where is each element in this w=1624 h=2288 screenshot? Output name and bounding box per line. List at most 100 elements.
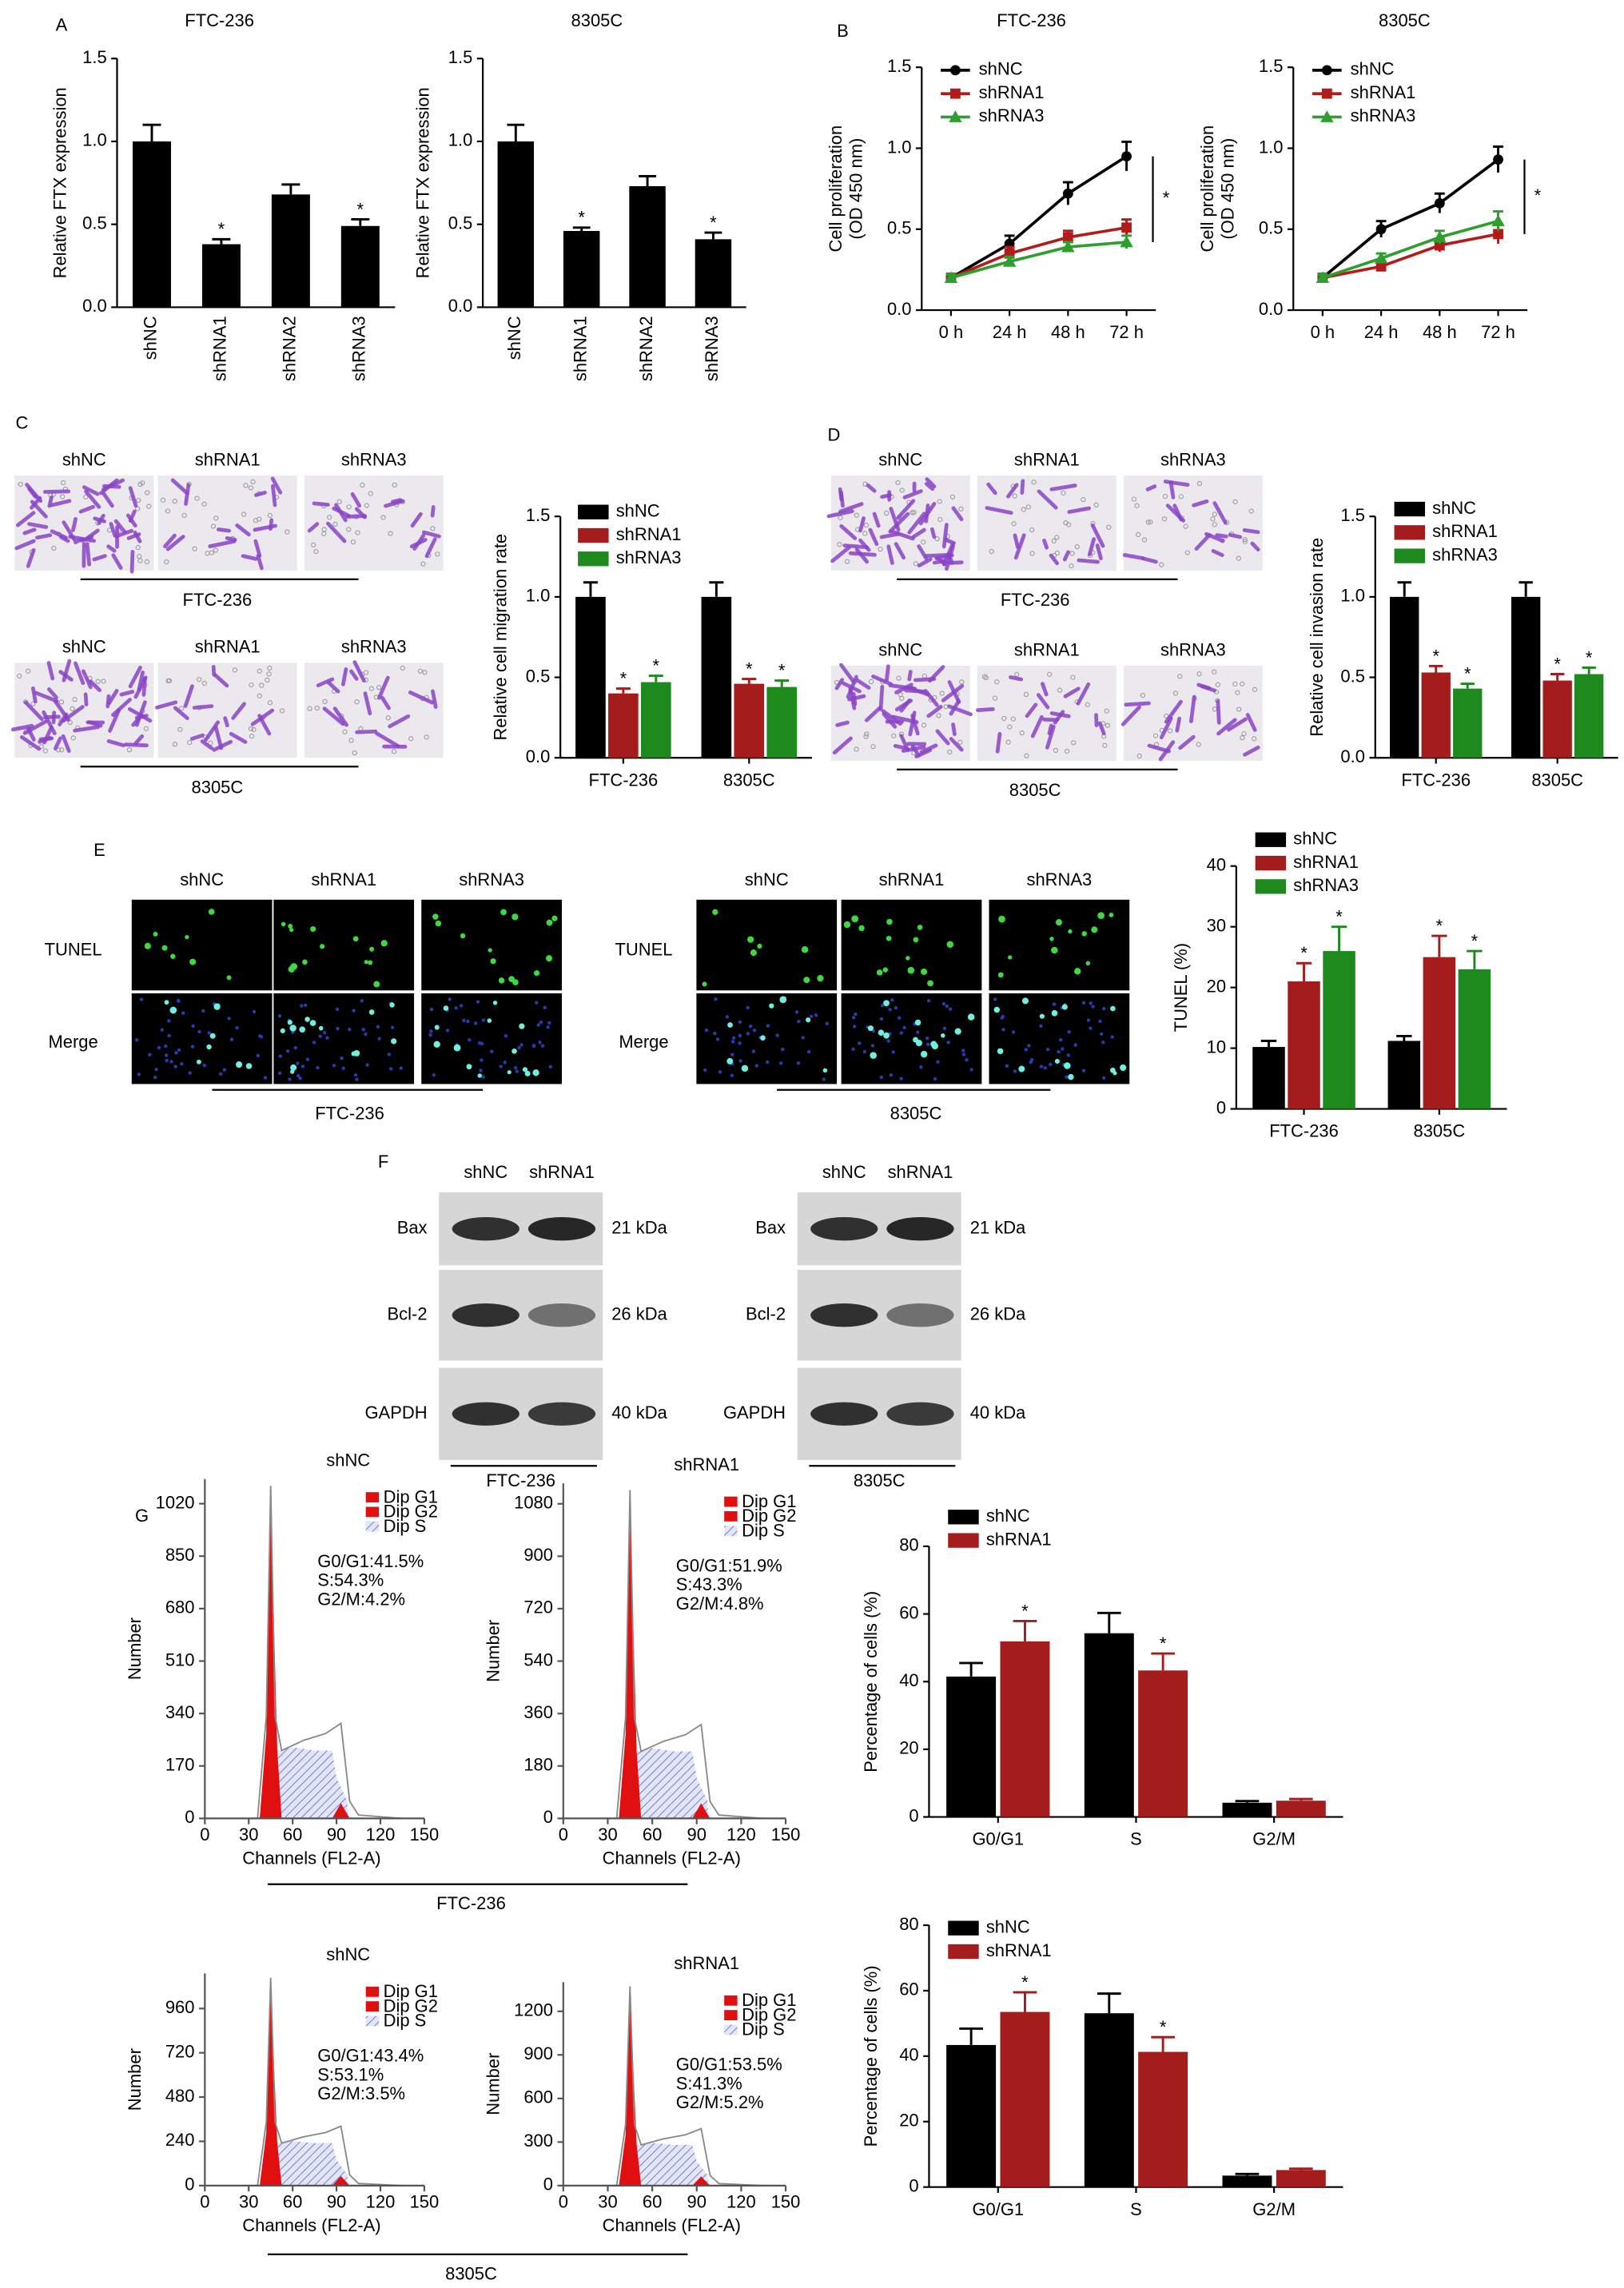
cell bbox=[882, 712, 898, 729]
nucleus bbox=[797, 1019, 801, 1024]
cell bbox=[1013, 533, 1026, 560]
nucleus bbox=[479, 1068, 483, 1072]
x-tick-label: 0 h bbox=[939, 322, 964, 342]
cell bbox=[1077, 558, 1100, 564]
group-caption: FTC-236 bbox=[486, 1470, 555, 1490]
significance-mark: * bbox=[1300, 943, 1308, 963]
cell bbox=[1227, 717, 1248, 732]
pore bbox=[921, 722, 927, 728]
nucleus bbox=[888, 1008, 892, 1012]
nucleus bbox=[296, 1073, 301, 1078]
legend-label: shRNA1 bbox=[1351, 82, 1416, 102]
nucleus bbox=[993, 997, 997, 1001]
y-tick-label: 80 bbox=[899, 1535, 918, 1555]
cell bbox=[71, 517, 78, 532]
tunel-positive bbox=[727, 1022, 733, 1028]
cell bbox=[270, 483, 277, 507]
pore bbox=[1105, 722, 1110, 728]
nucleus bbox=[288, 1077, 292, 1081]
legend-label: shRNA3 bbox=[979, 105, 1045, 125]
pore bbox=[844, 559, 850, 564]
tunel-positive bbox=[1109, 1067, 1116, 1073]
cell bbox=[380, 695, 391, 710]
nucleus bbox=[202, 1063, 206, 1068]
cell bbox=[231, 702, 246, 720]
pore bbox=[863, 522, 870, 528]
nucleus bbox=[899, 1076, 903, 1080]
x-tick-label: 60 bbox=[283, 2192, 302, 2212]
tunel-positive bbox=[1055, 919, 1062, 926]
legend-label: Dip G1 bbox=[384, 1981, 438, 2001]
tunel-positive bbox=[954, 1028, 961, 1035]
x-tick-label: 120 bbox=[726, 2192, 756, 2212]
pore bbox=[838, 515, 843, 520]
y-axis-label: Percentage of cells (%) bbox=[861, 1591, 881, 1773]
nucleus bbox=[730, 1073, 734, 1078]
size-label: 40 kDa bbox=[611, 1403, 667, 1423]
nucleus bbox=[389, 1067, 393, 1071]
nucleus bbox=[256, 1053, 260, 1058]
nucleus bbox=[316, 1065, 320, 1070]
pore bbox=[251, 726, 257, 732]
legend-label: Dip S bbox=[384, 2011, 427, 2031]
cell bbox=[910, 714, 920, 736]
pore bbox=[862, 531, 868, 536]
pore bbox=[863, 734, 869, 739]
tunel-positive bbox=[460, 933, 466, 939]
blot-band bbox=[886, 1303, 954, 1327]
tunel-positive bbox=[927, 980, 933, 987]
x-axis-label: Channels (FL2-A) bbox=[242, 2215, 380, 2235]
legend-label: shNC bbox=[986, 1916, 1030, 1936]
tunel-positive bbox=[712, 909, 718, 915]
y-tick-label: 170 bbox=[165, 1755, 195, 1775]
legend-label: shRNA3 bbox=[1432, 544, 1498, 564]
nucleus bbox=[949, 1007, 953, 1011]
pore bbox=[435, 551, 440, 557]
pore bbox=[1029, 527, 1035, 533]
tunel-positive bbox=[817, 974, 824, 982]
line bbox=[950, 225, 1127, 280]
cell bbox=[871, 674, 894, 686]
y-tick-label: 0.5 bbox=[526, 666, 551, 686]
cell bbox=[896, 499, 916, 520]
nucleus bbox=[154, 1067, 158, 1072]
y-tick-label: 1.5 bbox=[1259, 56, 1284, 76]
cell bbox=[1175, 716, 1181, 733]
tunel-positive bbox=[801, 945, 809, 953]
nucleus bbox=[135, 1038, 139, 1042]
y-tick-label: 60 bbox=[899, 1602, 918, 1622]
cell bbox=[951, 506, 964, 522]
cell bbox=[254, 491, 267, 497]
cell bbox=[257, 714, 272, 736]
nucleus bbox=[153, 1076, 157, 1080]
tunel-positive bbox=[287, 1020, 293, 1025]
cell bbox=[1025, 702, 1038, 718]
nucleus bbox=[543, 1005, 547, 1010]
group-caption: 8305C bbox=[445, 2263, 497, 2283]
nucleus bbox=[546, 1025, 550, 1029]
y-axis-label: Cell proliferation bbox=[826, 125, 846, 253]
cell bbox=[133, 734, 145, 746]
pore bbox=[187, 739, 193, 746]
x-tick-label: S bbox=[1130, 2199, 1142, 2219]
significance-mark: * bbox=[746, 659, 753, 678]
size-label: 21 kDa bbox=[970, 1217, 1026, 1237]
tunel-positive bbox=[368, 1009, 375, 1015]
tunel-positive bbox=[870, 1052, 877, 1059]
pore bbox=[354, 699, 360, 705]
pore bbox=[243, 483, 249, 488]
pore bbox=[136, 498, 141, 503]
marker bbox=[1375, 224, 1387, 235]
significance-mark: * bbox=[1335, 906, 1343, 926]
nucleus bbox=[738, 1041, 742, 1045]
dip-s bbox=[277, 2141, 348, 2186]
nucleus bbox=[304, 1003, 308, 1008]
nucleus bbox=[933, 1076, 937, 1081]
nucleus bbox=[429, 1029, 433, 1033]
cell bbox=[834, 678, 845, 690]
pore bbox=[994, 679, 1000, 685]
tunel-positive bbox=[946, 941, 954, 948]
bar bbox=[1084, 1633, 1134, 1817]
